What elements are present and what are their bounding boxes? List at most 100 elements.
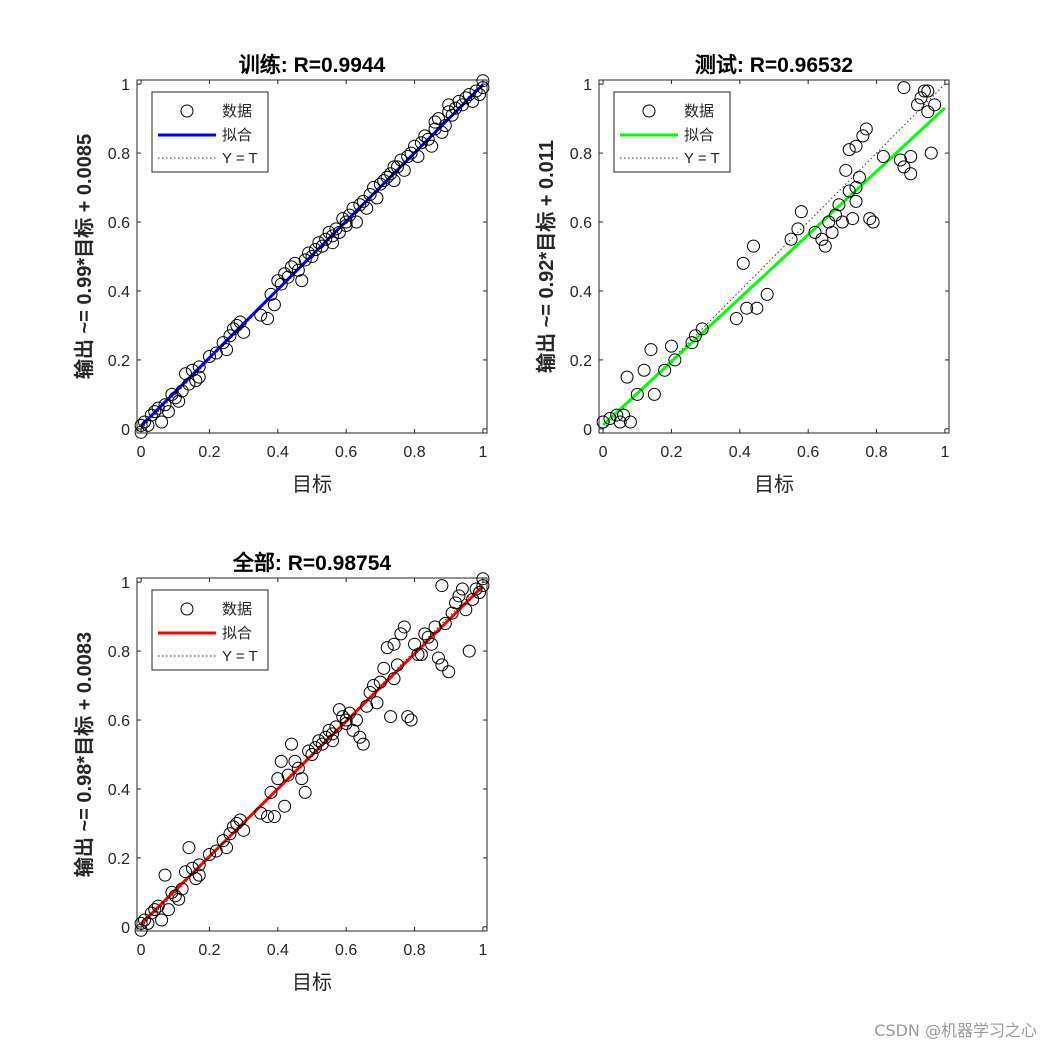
x-axis-label: 目标: [754, 473, 794, 496]
data-point: [911, 98, 925, 112]
data-point: [179, 865, 193, 879]
data-point: [336, 710, 350, 724]
data-point: [175, 384, 189, 398]
data-point: [846, 212, 860, 226]
data-point: [476, 81, 490, 95]
legend-marker-data: [180, 104, 194, 118]
data-point: [278, 267, 292, 281]
data-point: [740, 301, 754, 315]
data-point: [623, 415, 637, 429]
data-point: [192, 370, 206, 384]
data-point: [144, 906, 158, 920]
data-point: [356, 194, 370, 208]
x-tick-label: 0.6: [335, 942, 357, 959]
data-point: [647, 387, 661, 401]
y-tick-label: 0.6: [108, 215, 130, 232]
data-point: [209, 844, 223, 858]
legend-box: [151, 589, 269, 671]
data-point: [148, 903, 162, 917]
data-point: [144, 408, 158, 422]
data-point: [418, 129, 432, 143]
data-point: [842, 184, 856, 198]
data-point: [414, 136, 428, 150]
data-point: [377, 174, 391, 188]
data-point: [326, 236, 340, 250]
data-point: [459, 91, 473, 105]
data-point: [428, 620, 442, 634]
x-tick-label: 0: [137, 942, 146, 959]
data-point: [462, 87, 476, 101]
data-point: [452, 589, 466, 603]
data-point: [384, 710, 398, 724]
data-point: [476, 74, 490, 88]
data-point: [278, 799, 292, 813]
data-point: [189, 374, 203, 388]
y-tick-label: 0: [121, 920, 130, 937]
data-point: [373, 675, 387, 689]
data-point: [288, 256, 302, 270]
data-point: [346, 201, 360, 215]
data-point: [298, 253, 312, 267]
x-tick-label: 1: [940, 444, 949, 461]
data-point: [617, 408, 631, 422]
data-point: [917, 84, 931, 98]
data-point: [442, 665, 456, 679]
y-tick-label: 0.4: [108, 284, 130, 301]
data-point: [298, 785, 312, 799]
data-point: [237, 823, 251, 837]
data-point: [815, 232, 829, 246]
data-point: [897, 81, 911, 95]
data-point: [849, 139, 863, 153]
data-point: [664, 339, 678, 353]
data-point: [613, 415, 627, 429]
data-point: [904, 167, 918, 181]
data-point: [390, 658, 404, 672]
data-point: [596, 415, 610, 429]
data-point: [688, 329, 702, 343]
x-tick-label: 0.2: [660, 444, 682, 461]
data-point: [223, 329, 237, 343]
data-point: [610, 408, 624, 422]
data-point: [387, 160, 401, 174]
data-point: [315, 737, 329, 751]
data-point: [155, 913, 169, 927]
legend-entry: 数据: [222, 601, 252, 618]
y-tick-label: 0: [121, 422, 130, 439]
data-point: [794, 205, 808, 219]
data-point: [284, 260, 298, 274]
training-regression-panel: 0 0.2 0.4 0.6 0.8 1 0 0.2 0.4 0.6 0.8 1 训练: R=0.9944…: [72, 53, 490, 496]
data-point: [261, 312, 275, 326]
data-point: [360, 699, 374, 713]
data-point: [746, 239, 760, 253]
data-point: [308, 741, 322, 755]
data-point: [630, 387, 644, 401]
data-point: [148, 405, 162, 419]
y-tick-label: 1: [121, 575, 130, 592]
y-tick-label: 0.6: [570, 215, 592, 232]
data-point: [295, 772, 309, 786]
data-point: [182, 377, 196, 391]
data-point: [380, 170, 394, 184]
legend-box: [613, 91, 731, 173]
data-point: [189, 872, 203, 886]
legend-marker-data: [642, 104, 656, 118]
data-point: [349, 713, 363, 727]
x-tick-label: 1: [478, 942, 487, 959]
data-point: [223, 827, 237, 841]
x-tick-label: 0.8: [403, 444, 425, 461]
data-point: [404, 146, 418, 160]
x-tick-label: 0.8: [403, 942, 425, 959]
data-point: [435, 579, 449, 593]
x-tick-label: 0.4: [267, 942, 289, 959]
x-axis-label: 目标: [292, 971, 332, 994]
data-point: [305, 748, 319, 761]
watermark: CSDN @机器学习之心: [874, 1021, 1037, 1040]
data-point: [644, 343, 658, 357]
legend-entry: Y = T: [222, 648, 258, 665]
data-point: [138, 415, 152, 429]
data-point: [401, 150, 415, 164]
data-point: [363, 685, 377, 699]
data-point: [421, 132, 435, 146]
data-point: [319, 232, 333, 246]
